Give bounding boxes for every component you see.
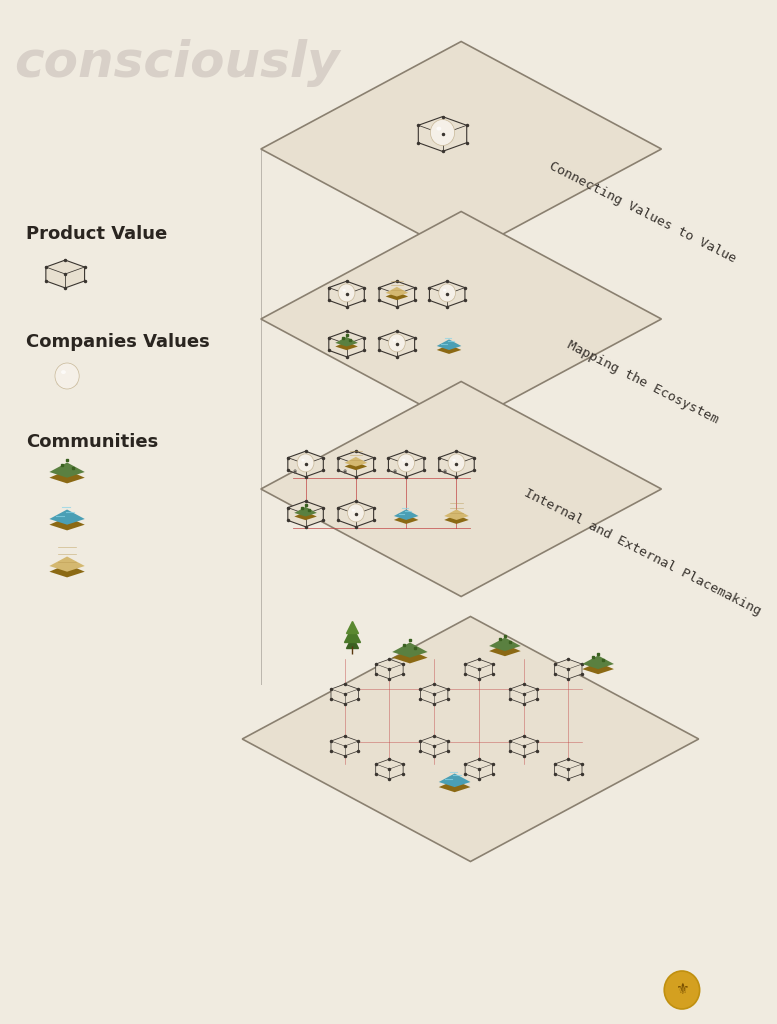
Circle shape — [297, 454, 314, 472]
Ellipse shape — [431, 137, 454, 143]
Polygon shape — [329, 282, 364, 307]
Polygon shape — [388, 452, 424, 477]
Polygon shape — [379, 282, 415, 307]
Text: consciously: consciously — [14, 39, 340, 87]
Text: ◉: ◉ — [292, 469, 297, 474]
Polygon shape — [437, 345, 462, 354]
Polygon shape — [345, 462, 368, 470]
Polygon shape — [261, 382, 661, 597]
Polygon shape — [50, 463, 85, 478]
Circle shape — [55, 362, 79, 389]
Ellipse shape — [348, 516, 364, 520]
Polygon shape — [444, 509, 469, 520]
Polygon shape — [376, 759, 403, 779]
Text: Communities: Communities — [26, 433, 159, 451]
Text: Companies Values: Companies Values — [26, 333, 210, 351]
Polygon shape — [338, 501, 374, 526]
Text: Product Value: Product Value — [26, 225, 167, 243]
Polygon shape — [392, 650, 427, 664]
Ellipse shape — [352, 509, 355, 512]
Polygon shape — [329, 331, 364, 356]
Polygon shape — [50, 470, 85, 483]
Ellipse shape — [452, 459, 455, 462]
Ellipse shape — [392, 339, 396, 342]
Text: ◉: ◉ — [393, 469, 397, 474]
Polygon shape — [50, 556, 85, 571]
Polygon shape — [510, 684, 537, 703]
Polygon shape — [392, 642, 427, 657]
Polygon shape — [336, 342, 358, 350]
Circle shape — [448, 454, 465, 472]
Ellipse shape — [339, 297, 354, 300]
Polygon shape — [242, 616, 699, 861]
Polygon shape — [510, 736, 537, 756]
Ellipse shape — [402, 459, 406, 462]
Polygon shape — [331, 684, 358, 703]
Text: ⚜: ⚜ — [675, 982, 688, 997]
Ellipse shape — [389, 346, 404, 350]
Circle shape — [388, 334, 406, 352]
Ellipse shape — [449, 467, 464, 470]
Polygon shape — [345, 457, 368, 467]
Ellipse shape — [440, 297, 455, 300]
Text: Connecting Values to Value: Connecting Values to Value — [547, 159, 738, 265]
Polygon shape — [294, 507, 317, 516]
Polygon shape — [287, 452, 323, 477]
Polygon shape — [50, 564, 85, 578]
Circle shape — [347, 504, 364, 522]
Polygon shape — [336, 337, 358, 346]
Polygon shape — [465, 759, 493, 779]
Polygon shape — [261, 212, 661, 427]
Polygon shape — [444, 515, 469, 524]
Polygon shape — [394, 515, 419, 524]
Circle shape — [439, 284, 455, 302]
Ellipse shape — [399, 467, 413, 470]
Text: ◉: ◉ — [443, 469, 448, 474]
Ellipse shape — [298, 467, 313, 470]
Polygon shape — [439, 773, 470, 787]
Polygon shape — [385, 287, 408, 297]
Ellipse shape — [301, 459, 305, 462]
Polygon shape — [385, 292, 408, 300]
Polygon shape — [287, 501, 323, 526]
Ellipse shape — [443, 289, 446, 292]
Polygon shape — [294, 512, 317, 520]
Polygon shape — [439, 452, 474, 477]
Polygon shape — [465, 659, 493, 679]
Polygon shape — [437, 339, 462, 350]
Polygon shape — [418, 117, 467, 152]
Polygon shape — [420, 736, 448, 756]
Circle shape — [398, 454, 415, 472]
Text: Mapping the Ecosystem: Mapping the Ecosystem — [565, 338, 720, 426]
Polygon shape — [489, 644, 521, 656]
Polygon shape — [555, 759, 582, 779]
Polygon shape — [489, 638, 521, 651]
Polygon shape — [379, 331, 415, 356]
Polygon shape — [439, 780, 470, 793]
Polygon shape — [394, 509, 419, 520]
Circle shape — [664, 971, 699, 1009]
Polygon shape — [582, 655, 614, 669]
Polygon shape — [420, 684, 448, 703]
Polygon shape — [261, 42, 661, 256]
Polygon shape — [50, 517, 85, 530]
Ellipse shape — [343, 289, 346, 292]
Polygon shape — [50, 510, 85, 524]
Circle shape — [338, 284, 355, 302]
Circle shape — [430, 120, 455, 145]
Ellipse shape — [56, 381, 78, 386]
Ellipse shape — [61, 370, 66, 374]
Polygon shape — [46, 260, 85, 288]
Polygon shape — [555, 659, 582, 679]
Ellipse shape — [437, 127, 441, 130]
Polygon shape — [331, 736, 358, 756]
Polygon shape — [430, 282, 465, 307]
Text: Internal and External Placemaking: Internal and External Placemaking — [522, 486, 763, 617]
Polygon shape — [376, 659, 403, 679]
Text: ◉: ◉ — [343, 469, 347, 474]
Polygon shape — [582, 663, 614, 674]
Polygon shape — [338, 452, 374, 477]
